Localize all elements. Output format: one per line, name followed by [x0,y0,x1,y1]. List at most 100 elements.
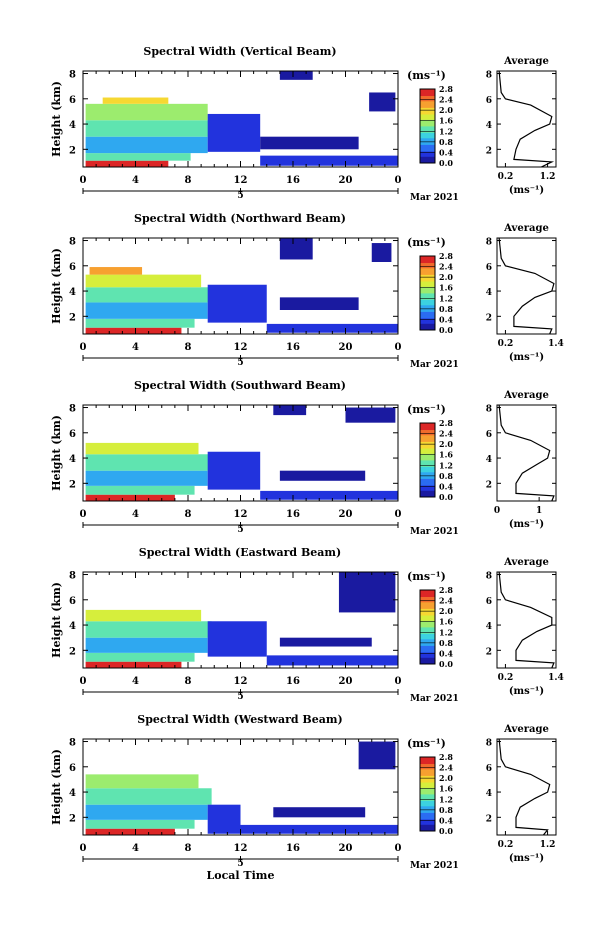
colorbar-segment [420,115,435,118]
heatmap-cell [85,318,195,328]
colorbar-segment [420,796,435,799]
colorbar-segment [420,623,435,625]
y-tick-label: 8 [69,237,76,248]
colorbar-segment [420,441,435,444]
colorbar-segment [420,604,435,607]
heatmap-cell [207,113,261,152]
colorbar-segment [420,469,435,471]
colorbar-segment [420,295,435,298]
colorbar-segment [420,286,435,289]
colorbar-segment [420,426,435,429]
colorbar-segment [420,128,435,131]
colorbar-tick-label: 2.4 [439,95,453,105]
heatmap-cell [260,136,359,150]
colorbar-segment [420,271,435,274]
colorbar-segment [420,644,435,646]
average-y-tick-label: 4 [486,622,492,632]
colorbar-tick-label: 2.0 [439,606,453,616]
colorbar-segment [420,491,435,494]
colorbar-segment [420,444,435,446]
colorbar-segment [420,795,435,798]
x-tick-label: 0 [395,843,402,854]
colorbar-segment [420,430,435,433]
heatmap-cell [266,323,398,333]
colorbar-segment [420,599,435,601]
heatmap-cell [371,243,392,262]
heatmap-cell [85,609,202,622]
colorbar-segment [420,483,435,486]
panel-2: Spectral Width (Northward Beam) 2 4 6 8 Heigh… [50,212,564,370]
average-x-tick-label: 1 [536,506,542,516]
colorbar-segment [420,774,435,776]
colorbar-segment [420,437,435,440]
average-frame [496,237,557,335]
x-tick-label: 16 [286,676,300,687]
colorbar-segment [420,460,435,462]
colorbar-segment [420,304,435,307]
colorbar-tick-label: 1.2 [439,794,453,804]
colorbar-tick-label: 1.6 [439,450,453,460]
x-tick-label: 12 [234,676,248,687]
colorbar-segment [420,143,435,145]
colorbar-segment [420,766,435,768]
colorbar-segment [420,817,435,820]
colorbar-segment [420,461,435,464]
colorbar-tick-label: 0.8 [439,471,453,481]
colorbar-tick-label: 2.8 [439,585,453,595]
colorbar-segment [420,809,435,812]
average-x-tick-label: 1.2 [540,840,556,850]
heatmap-cell [102,97,169,104]
colorbar-segment [420,432,435,434]
colorbar-segment [420,307,435,310]
heatmap-cell [207,284,267,323]
heatmap-cell [85,774,199,789]
y-axis-label: Height (km) [50,582,63,658]
colorbar-segment [420,792,435,795]
colorbar-segment [420,322,435,324]
colorbar-segment [420,118,435,120]
colorbar-segment [420,147,435,149]
colorbar-segment [420,657,435,660]
colorbar-segment [420,429,435,432]
colorbar-segment [420,434,435,437]
colorbar-segment [420,450,435,453]
colorbar-segment [420,605,435,608]
average-x-tick-label: 1.2 [540,172,556,182]
colorbar-segment [420,141,435,144]
y-tick-label: 8 [69,571,76,582]
colorbar-segment [420,259,435,262]
colorbar-segment [420,454,435,457]
colorbar-segment [420,119,435,122]
colorbar-segment [420,661,435,664]
colorbar-segment [420,811,435,813]
panel-title: Spectral Width (Southward Beam) [134,379,346,392]
colorbar-tick-label: 0.8 [439,805,453,815]
average-y-tick-label: 6 [486,597,492,607]
colorbar-segment [420,149,435,152]
heatmap-cell [207,804,241,834]
colorbar-segment [420,607,435,609]
colorbar-segment [420,812,435,815]
colorbar-tick-label: 0.4 [439,147,453,157]
colorbar-segment [420,103,435,106]
average-y-tick-label: 8 [486,238,492,248]
colorbar-segment [420,311,435,314]
x-tick-label: 4 [132,509,139,520]
heatmap-cell [338,572,396,613]
colorbar-segment [420,318,435,320]
colorbar-tick-label: 2.0 [439,439,453,449]
colorbar-segment [420,124,435,127]
x-tick-label: 8 [185,843,192,854]
x-tick-label: 8 [185,342,192,353]
colorbar-segment [420,615,435,617]
average-y-tick-label: 6 [486,430,492,440]
y-tick-label: 6 [69,262,76,273]
colorbar-segment [420,308,435,311]
y-tick-label: 4 [69,454,76,465]
colorbar-segment [420,778,435,780]
colorbar-unit: (ms⁻¹) [407,403,446,416]
average-y-tick-label: 2 [486,146,492,156]
colorbar-segment [420,652,435,654]
colorbar-segment [420,96,435,99]
